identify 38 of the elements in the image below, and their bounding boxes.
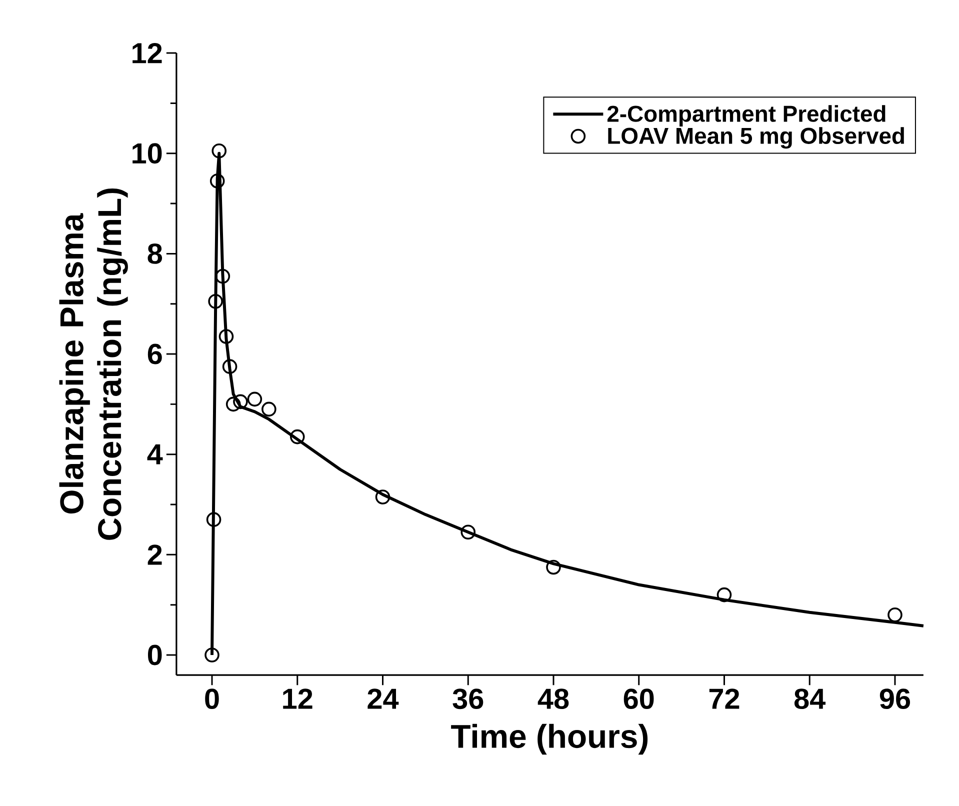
- point: [262, 402, 276, 417]
- y-tick-label: 2: [148, 544, 162, 565]
- y-tick-label: 6: [148, 344, 162, 364]
- point: [233, 394, 248, 410]
- point: [375, 490, 390, 504]
- y-tick-label: 10: [132, 143, 162, 164]
- point: [210, 174, 225, 188]
- legend-label: 2-Compartment Predicted: [607, 105, 886, 126]
- x-tick-label: 12: [283, 688, 312, 709]
- point: [226, 396, 241, 412]
- x-tick-label: 72: [709, 688, 740, 709]
- x-tick-label: 48: [538, 688, 569, 710]
- point: [460, 524, 476, 540]
- x-tick-label: 36: [452, 688, 484, 710]
- y-tick-label: 12: [132, 42, 162, 64]
- y-tick-label: 8: [148, 243, 162, 264]
- point: [546, 560, 561, 575]
- point: [215, 268, 230, 284]
- point: [247, 392, 262, 407]
- y-tick-label: 4: [147, 444, 163, 464]
- y-tick-label: 0: [148, 644, 162, 666]
- x-axis-title: Time (hours): [451, 724, 648, 755]
- legend-label: LOAV Mean 5 mg Observed: [608, 127, 904, 149]
- x-tick-label: 24: [368, 688, 399, 709]
- point: [204, 648, 220, 662]
- point: [888, 607, 902, 622]
- point: [716, 587, 732, 602]
- x-tick-label: 84: [794, 688, 826, 710]
- x-tick-label: 0: [205, 688, 219, 710]
- point: [222, 359, 238, 374]
- y-axis-title: Olanzapine Plasma Concentration (ng/mL): [59, 188, 128, 540]
- point: [218, 329, 234, 344]
- point: [290, 429, 305, 444]
- x-tick-label: 96: [880, 688, 910, 710]
- point: [206, 512, 222, 527]
- point: [208, 294, 223, 309]
- x-tick-label: 60: [624, 688, 654, 710]
- point: [212, 143, 227, 158]
